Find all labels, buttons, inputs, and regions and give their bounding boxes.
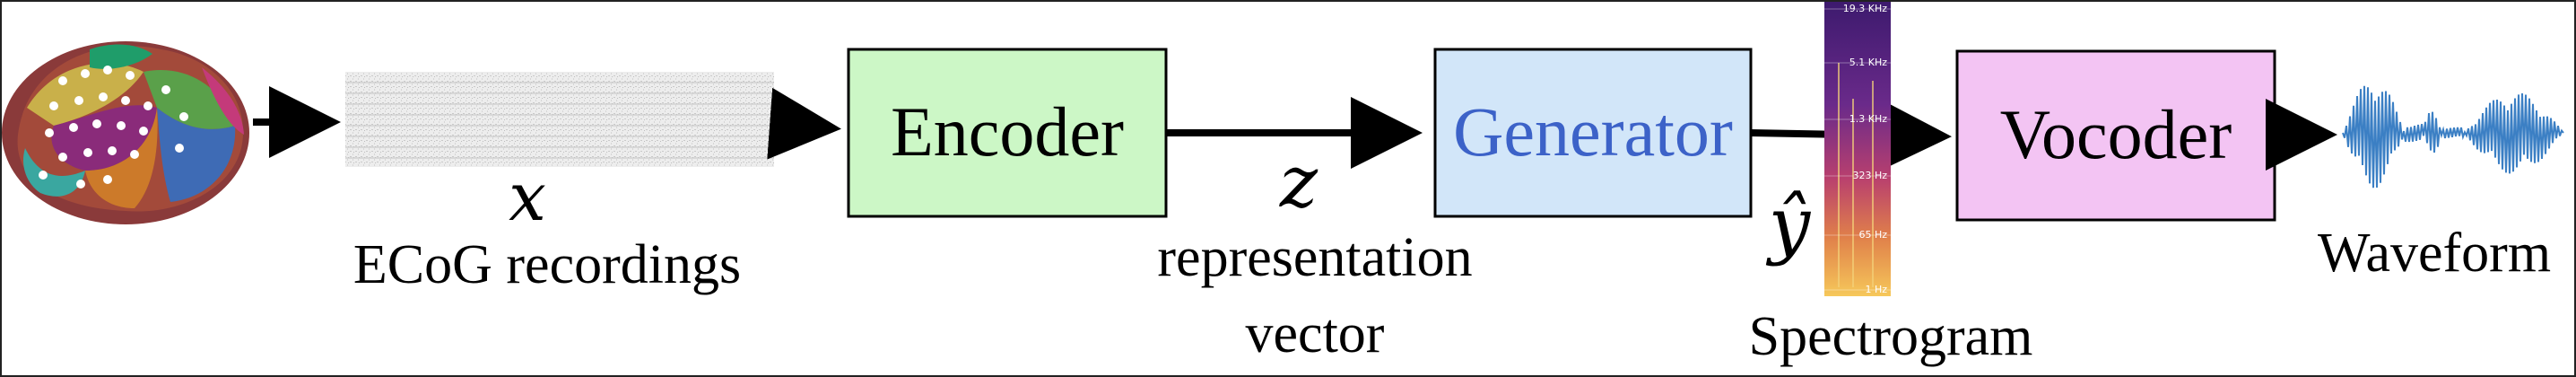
encoder-label: Encoder bbox=[891, 92, 1124, 171]
representation-caption-line2: vector bbox=[1246, 303, 1385, 364]
spectrogram-tick-5: 65 Hz bbox=[1858, 229, 1887, 241]
spectrogram-tick-6: 1 Hz bbox=[1865, 284, 1887, 295]
waveform-caption: Waveform bbox=[2318, 223, 2551, 284]
vocoder-label: Vocoder bbox=[2000, 95, 2232, 173]
ecog-recordings-image bbox=[345, 72, 774, 167]
output-symbol-y-hat: ŷ bbox=[1765, 182, 1812, 267]
spectrogram-tick-4: 323 Hz bbox=[1852, 170, 1887, 181]
brain-icon bbox=[2, 41, 249, 224]
spectrogram-caption: Spectrogram bbox=[1749, 306, 2033, 367]
waveform-image bbox=[2342, 85, 2564, 188]
encoder-box bbox=[847, 48, 1168, 218]
representation-caption-line1: representation bbox=[1157, 227, 1472, 288]
vocoder-box bbox=[1955, 49, 2276, 222]
spectrogram-tick-3: 1.3 KHz bbox=[1849, 113, 1887, 125]
latent-symbol-z: z bbox=[1279, 140, 1318, 224]
input-symbol-x: x bbox=[509, 159, 546, 236]
generator-box bbox=[1433, 48, 1753, 218]
generator-label: Generator bbox=[1453, 92, 1733, 171]
spectrogram-tick-1: 19.3 KHz bbox=[1843, 3, 1887, 14]
spectrogram-tick-2: 5.1 KHz bbox=[1849, 57, 1887, 68]
ecog-caption: ECoG recordings bbox=[353, 234, 741, 295]
spectrogram-image: 19.3 KHz 5.1 KHz 1.3 KHz 323 Hz 65 Hz 1 … bbox=[1824, 2, 1891, 296]
arrow-ecog-to-encoder bbox=[767, 87, 841, 160]
